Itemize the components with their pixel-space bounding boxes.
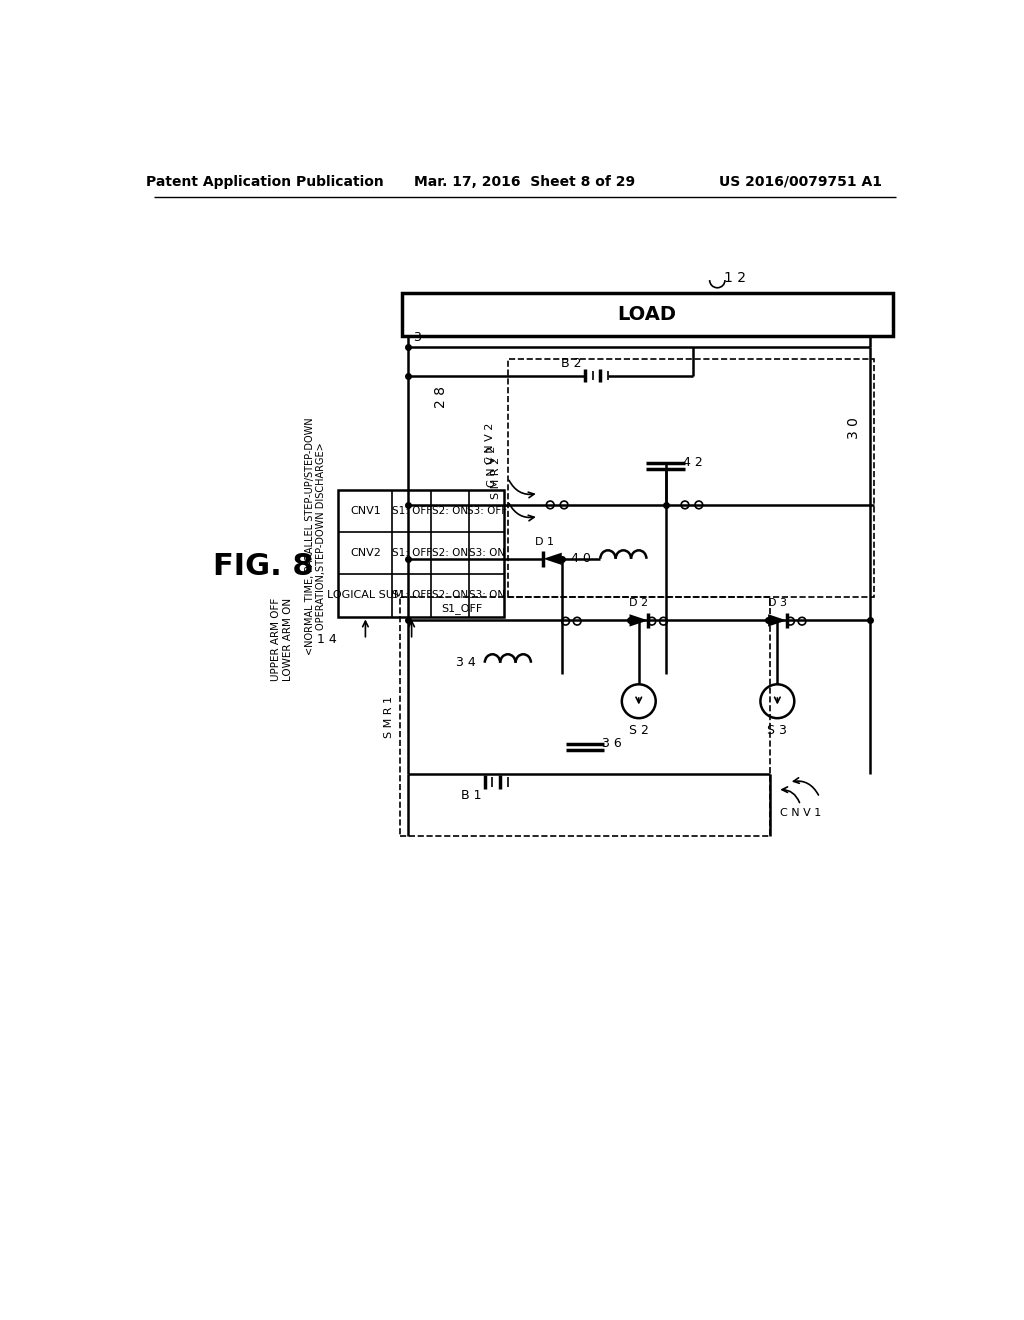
Text: 3 6: 3 6 (602, 737, 622, 750)
Text: S1: OFF: S1: OFF (391, 506, 432, 516)
Polygon shape (630, 614, 648, 627)
Text: B 1: B 1 (461, 789, 481, 803)
Text: 3 4: 3 4 (456, 656, 475, 669)
Text: S1: OFF: S1: OFF (391, 548, 432, 558)
Text: UPPER ARM OFF
LOWER ARM ON: UPPER ARM OFF LOWER ARM ON (271, 598, 293, 681)
Text: 3 0: 3 0 (848, 417, 861, 438)
Text: D 2: D 2 (629, 598, 648, 609)
Text: S 3: S 3 (767, 723, 787, 737)
Text: 1 4: 1 4 (317, 634, 337, 647)
Text: S2: ON: S2: ON (432, 590, 468, 601)
Text: Mar. 17, 2016  Sheet 8 of 29: Mar. 17, 2016 Sheet 8 of 29 (415, 174, 635, 189)
Text: S3: ON: S3: ON (469, 548, 505, 558)
Text: LOGICAL SUM: LOGICAL SUM (327, 590, 403, 601)
Text: S3: ON: S3: ON (469, 590, 505, 601)
Text: 4 2: 4 2 (683, 455, 702, 469)
Text: LOAD: LOAD (617, 305, 677, 323)
Text: S1: OFF: S1: OFF (391, 590, 432, 601)
Text: S M R 1: S M R 1 (384, 696, 393, 738)
Text: D 3: D 3 (768, 598, 786, 609)
Text: US 2016/0079751 A1: US 2016/0079751 A1 (719, 174, 882, 189)
Text: <NORMAL TIME, PARALLEL STEP-UP/STEP-DOWN
OPERATION,STEP-DOWN DISCHARGE>: <NORMAL TIME, PARALLEL STEP-UP/STEP-DOWN… (304, 417, 327, 655)
Text: FIG. 8: FIG. 8 (213, 552, 313, 581)
Text: D 1: D 1 (536, 537, 554, 546)
Text: 4 0: 4 0 (571, 552, 591, 565)
Polygon shape (544, 553, 562, 565)
Text: C N V 2: C N V 2 (487, 446, 498, 487)
Text: 1 2: 1 2 (724, 271, 746, 285)
Bar (339, 490, 504, 616)
Text: Patent Application Publication: Patent Application Publication (146, 174, 384, 189)
Text: S2: ON: S2: ON (432, 506, 468, 516)
Text: 2 8: 2 8 (434, 387, 447, 408)
Text: C N V 2: C N V 2 (485, 422, 496, 465)
Text: CNV2: CNV2 (350, 548, 381, 558)
Polygon shape (768, 614, 786, 627)
Text: S 2: S 2 (629, 723, 648, 737)
Text: S3: OFF: S3: OFF (467, 506, 507, 516)
Bar (508, 359, 873, 598)
Text: S2: ON: S2: ON (432, 548, 468, 558)
Bar (401, 293, 893, 335)
Text: S1_OFF: S1_OFF (441, 603, 482, 614)
Bar (400, 597, 770, 836)
Text: C N V 1: C N V 1 (780, 808, 821, 818)
Text: 3: 3 (413, 331, 421, 345)
Text: B 2: B 2 (561, 358, 582, 371)
Text: CNV1: CNV1 (350, 506, 381, 516)
Text: S M R 2: S M R 2 (492, 457, 502, 499)
